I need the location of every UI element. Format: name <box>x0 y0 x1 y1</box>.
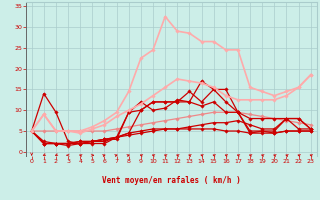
X-axis label: Vent moyen/en rafales ( km/h ): Vent moyen/en rafales ( km/h ) <box>102 176 241 185</box>
